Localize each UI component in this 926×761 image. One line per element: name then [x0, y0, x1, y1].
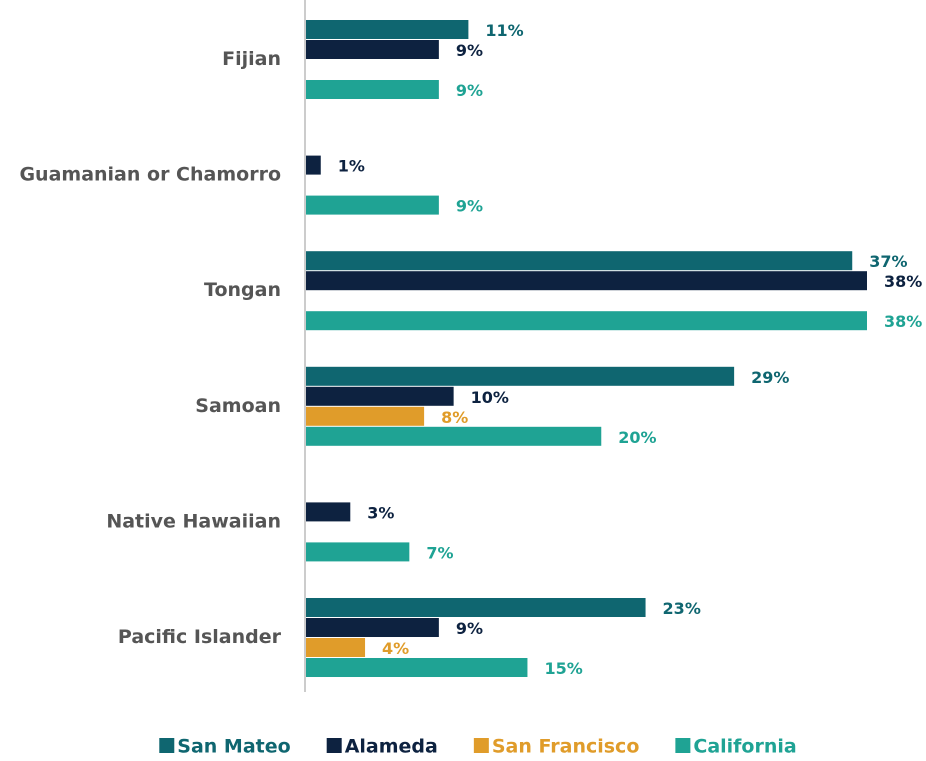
value-label: 4% [382, 639, 409, 658]
value-label: 3% [367, 503, 394, 522]
value-label: 29% [751, 368, 789, 387]
value-label: 8% [441, 408, 468, 427]
category-label: Fijian [222, 48, 281, 70]
bar [306, 20, 469, 39]
value-label: 15% [544, 659, 582, 678]
value-label: 10% [471, 388, 509, 407]
bar [306, 638, 366, 657]
value-label: 20% [618, 428, 656, 447]
legend-label: Alameda [345, 736, 438, 758]
bar [306, 40, 439, 59]
bar [306, 195, 439, 215]
legend-swatch [159, 738, 175, 753]
bar [306, 366, 735, 386]
bar [306, 598, 646, 617]
bar [306, 80, 439, 99]
bar [306, 271, 867, 291]
bar [306, 426, 602, 446]
legend-swatch [473, 738, 489, 753]
value-label: 11% [485, 21, 523, 40]
category-label: Tongan [204, 279, 281, 301]
category-label: Samoan [195, 395, 281, 417]
category-label: Pacific Islander [118, 626, 282, 648]
value-label: 9% [456, 197, 483, 216]
legend-label: San Mateo [177, 736, 290, 758]
value-label: 37% [869, 252, 907, 271]
value-label: 38% [884, 312, 922, 331]
value-label: 9% [456, 619, 483, 638]
bar [306, 542, 410, 562]
legend-label: California [693, 736, 796, 758]
bar [306, 251, 853, 271]
bar [306, 658, 528, 677]
value-label: 38% [884, 272, 922, 291]
legend-swatch [675, 738, 691, 753]
value-label: 9% [456, 81, 483, 100]
category-label: Native Hawaiian [106, 510, 281, 532]
category-label: Guamanian or Chamorro [19, 164, 281, 186]
value-label: 1% [338, 157, 365, 176]
value-label: 7% [426, 543, 453, 562]
bar [306, 155, 321, 175]
bar [306, 502, 351, 522]
legend-swatch [326, 738, 342, 753]
bar [306, 311, 867, 331]
bar [306, 386, 454, 406]
bar [306, 618, 439, 637]
value-label: 23% [663, 599, 701, 618]
value-label: 9% [456, 41, 483, 60]
legend-label: San Francisco [492, 736, 640, 758]
bar [306, 406, 425, 426]
